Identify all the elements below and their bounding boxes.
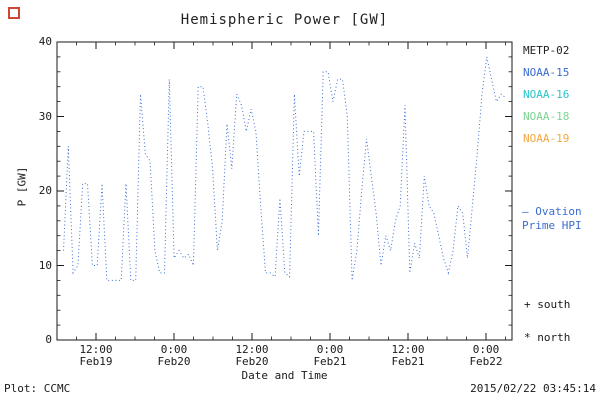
y-tick-label: 40 [38,35,52,48]
plot-timestamp: 2015/02/22 03:45:14 [470,382,596,395]
x-tick-label: 12:00 Feb21 [391,343,425,368]
x-tick-label: 0:00 Feb22 [469,343,503,368]
x-tick-label: 12:00 Feb20 [235,343,269,368]
y-tick-label: 30 [38,109,52,123]
legend-ovation: – Ovation Prime HPI [522,205,582,233]
plot-source-label: Plot: CCMC [4,382,71,395]
legend-item-noaa-16: NOAA-16 [523,88,570,101]
legend-item-noaa-15: NOAA-15 [523,66,570,79]
x-axis-label: Date and Time [241,369,328,382]
x-tick-label: 0:00 Feb21 [313,343,347,368]
legend-south-marker: + south [524,298,571,311]
legend-item-metp-02: METP-02 [523,44,570,57]
legend-ovation-line2: Prime HPI [522,219,582,232]
x-tick-label: 12:00 Feb19 [79,343,113,368]
legend-north-marker: * north [524,331,571,344]
chart-title: Hemispheric Power [GW] [180,12,389,28]
legend-satellites: METP-02 NOAA-15 NOAA-16 NOAA-18 NOAA-19 [523,40,599,150]
legend-item-noaa-19: NOAA-19 [523,132,570,145]
legend-ovation-line1: – Ovation [522,205,582,218]
y-tick-label: 20 [38,184,52,197]
y-tick-label: 10 [38,258,52,272]
x-tick-label: 0:00 Feb20 [157,343,191,368]
legend-item-noaa-18: NOAA-18 [523,110,570,123]
corner-badge-icon [8,7,20,19]
y-tick-label: 0 [45,333,52,346]
